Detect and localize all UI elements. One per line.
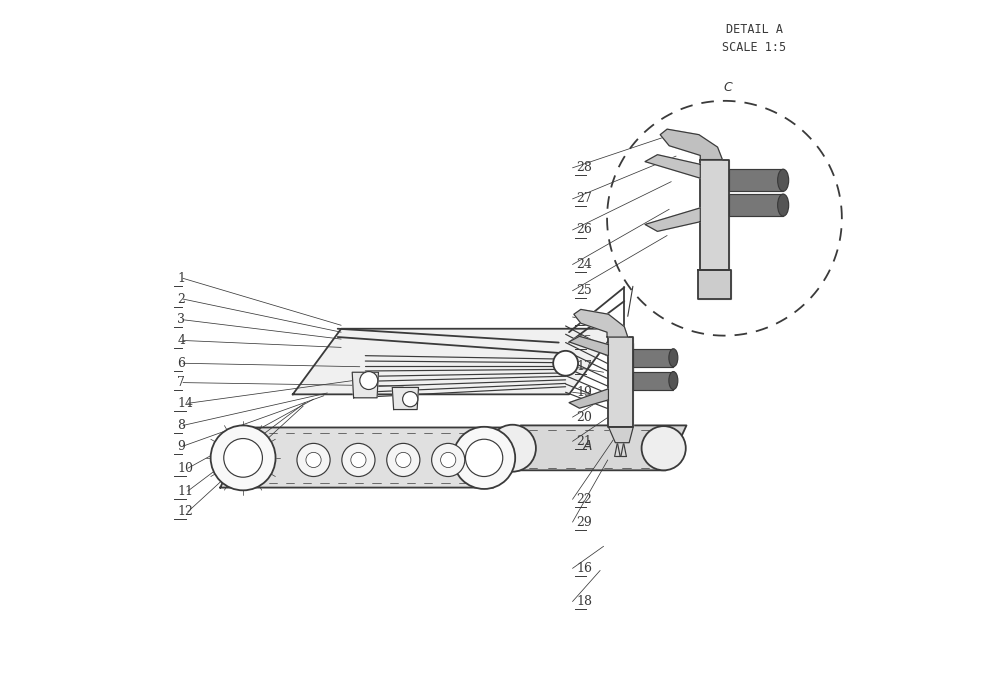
Polygon shape bbox=[569, 336, 608, 356]
Circle shape bbox=[360, 372, 378, 390]
Polygon shape bbox=[617, 363, 633, 377]
Text: 9: 9 bbox=[177, 439, 185, 453]
Ellipse shape bbox=[778, 170, 789, 191]
Text: 10: 10 bbox=[177, 462, 193, 475]
Text: 11: 11 bbox=[177, 484, 193, 498]
Bar bbox=[729, 170, 783, 191]
Polygon shape bbox=[608, 337, 633, 427]
Text: 17: 17 bbox=[577, 361, 593, 373]
Ellipse shape bbox=[669, 349, 678, 367]
Polygon shape bbox=[293, 329, 617, 394]
Circle shape bbox=[224, 439, 262, 477]
Text: C: C bbox=[724, 81, 732, 94]
Polygon shape bbox=[700, 160, 729, 270]
Text: 4: 4 bbox=[177, 334, 185, 347]
Polygon shape bbox=[352, 372, 378, 398]
Polygon shape bbox=[698, 270, 731, 299]
Text: 18: 18 bbox=[577, 595, 593, 608]
Circle shape bbox=[297, 444, 330, 477]
Ellipse shape bbox=[778, 194, 789, 216]
Ellipse shape bbox=[669, 372, 678, 390]
Circle shape bbox=[553, 351, 578, 376]
Bar bbox=[633, 372, 673, 390]
Polygon shape bbox=[617, 343, 633, 356]
Polygon shape bbox=[645, 208, 700, 231]
Circle shape bbox=[642, 426, 686, 471]
Text: 8: 8 bbox=[177, 419, 185, 432]
Text: DETAIL A
SCALE 1:5: DETAIL A SCALE 1:5 bbox=[722, 23, 786, 54]
Circle shape bbox=[342, 444, 375, 477]
Circle shape bbox=[396, 453, 411, 468]
Circle shape bbox=[619, 365, 631, 376]
Text: 19: 19 bbox=[577, 385, 593, 399]
Text: 14: 14 bbox=[177, 397, 193, 410]
Text: 26: 26 bbox=[577, 224, 593, 237]
Circle shape bbox=[387, 444, 420, 477]
Polygon shape bbox=[660, 129, 722, 160]
Circle shape bbox=[465, 439, 503, 477]
Circle shape bbox=[441, 453, 456, 468]
Text: 25: 25 bbox=[577, 284, 592, 298]
Text: 1: 1 bbox=[177, 272, 185, 285]
Text: 22: 22 bbox=[577, 493, 592, 506]
Text: 15: 15 bbox=[577, 335, 593, 347]
Polygon shape bbox=[569, 389, 608, 408]
Bar bbox=[729, 194, 783, 216]
Text: 29: 29 bbox=[577, 516, 592, 529]
Text: 16: 16 bbox=[577, 562, 593, 575]
Text: 28: 28 bbox=[577, 161, 593, 174]
Polygon shape bbox=[574, 309, 628, 337]
Polygon shape bbox=[500, 426, 686, 471]
Text: 24: 24 bbox=[577, 258, 593, 271]
Text: 20: 20 bbox=[577, 410, 593, 424]
Bar bbox=[633, 349, 673, 367]
Text: 3: 3 bbox=[177, 313, 185, 326]
Text: 21: 21 bbox=[577, 435, 593, 448]
Circle shape bbox=[619, 344, 631, 355]
Text: 27: 27 bbox=[577, 192, 592, 206]
Text: 6: 6 bbox=[177, 357, 185, 370]
Circle shape bbox=[351, 453, 366, 468]
Circle shape bbox=[306, 453, 321, 468]
Circle shape bbox=[403, 392, 418, 407]
Text: 13: 13 bbox=[577, 311, 593, 323]
Circle shape bbox=[432, 444, 465, 477]
Polygon shape bbox=[608, 427, 633, 443]
Circle shape bbox=[489, 425, 536, 472]
Polygon shape bbox=[220, 428, 521, 488]
Polygon shape bbox=[645, 155, 700, 178]
Text: 7: 7 bbox=[177, 376, 185, 389]
Polygon shape bbox=[392, 388, 419, 410]
Circle shape bbox=[453, 427, 515, 489]
Text: A: A bbox=[583, 439, 592, 453]
Text: 2: 2 bbox=[177, 293, 185, 306]
Circle shape bbox=[211, 426, 276, 491]
Text: 12: 12 bbox=[177, 505, 193, 518]
